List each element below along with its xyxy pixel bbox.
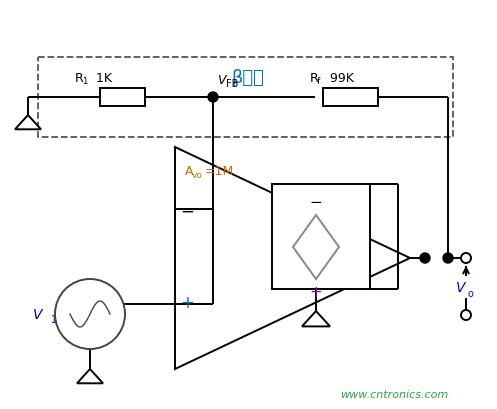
Text: A: A <box>185 165 193 178</box>
Text: 99K: 99K <box>322 71 354 84</box>
Text: vo: vo <box>192 171 203 180</box>
Text: V: V <box>456 280 466 294</box>
Circle shape <box>55 279 125 349</box>
Text: R: R <box>310 71 319 84</box>
Text: o: o <box>467 288 473 298</box>
Text: +: + <box>310 285 323 300</box>
Text: f: f <box>317 77 320 86</box>
Text: www.cntronics.com: www.cntronics.com <box>340 389 448 399</box>
Circle shape <box>420 254 430 263</box>
Text: +: + <box>180 293 194 311</box>
Circle shape <box>461 310 471 320</box>
Polygon shape <box>77 369 103 383</box>
Bar <box>99 89 145 107</box>
Circle shape <box>461 254 471 263</box>
Bar <box>38 58 453 138</box>
Circle shape <box>208 93 218 103</box>
Text: V: V <box>217 73 226 86</box>
Text: 1K: 1K <box>88 71 112 84</box>
Text: −: − <box>310 195 323 210</box>
Text: R: R <box>75 71 84 84</box>
Polygon shape <box>15 116 41 130</box>
Text: 1: 1 <box>82 77 87 86</box>
Text: β网络: β网络 <box>232 69 264 87</box>
Circle shape <box>443 254 453 263</box>
Text: V: V <box>32 307 42 321</box>
Bar <box>272 184 370 289</box>
Text: −: − <box>180 202 194 220</box>
Polygon shape <box>302 311 330 327</box>
Text: FB: FB <box>226 79 239 89</box>
Text: =1M: =1M <box>205 165 234 178</box>
Text: 1: 1 <box>51 314 57 324</box>
Bar <box>323 89 378 107</box>
Polygon shape <box>293 216 339 279</box>
